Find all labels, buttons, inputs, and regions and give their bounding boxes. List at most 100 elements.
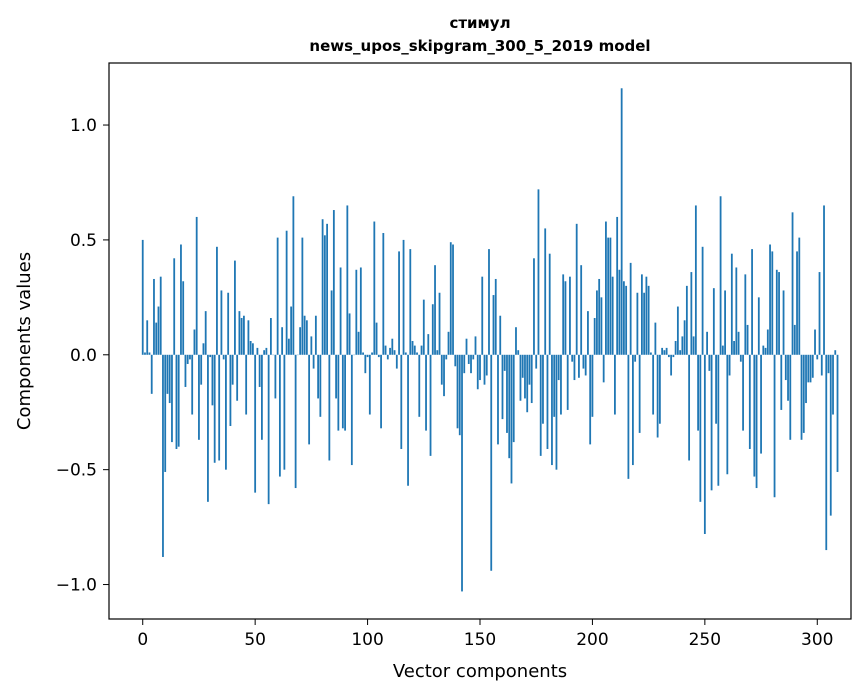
x-tick-label: 150 [464, 630, 496, 650]
bar [447, 331, 450, 355]
bar [328, 354, 331, 461]
bar [721, 345, 724, 355]
x-tick-label: 200 [576, 630, 608, 650]
y-tick-label: 1.0 [70, 116, 97, 136]
bar [589, 354, 592, 445]
bar [438, 292, 441, 355]
bar [427, 334, 430, 355]
y-axis-ticks: −1.0 −0.5 0.0 0.5 1.0 [56, 116, 109, 596]
bar [254, 354, 257, 493]
bar [708, 354, 711, 371]
bar [530, 354, 533, 404]
bar [717, 354, 720, 486]
bar [690, 272, 693, 355]
bar [384, 345, 387, 355]
bar [184, 354, 187, 387]
bar [814, 329, 816, 355]
bar [634, 354, 637, 362]
bar [600, 297, 603, 355]
bar [578, 354, 580, 378]
bar [341, 354, 344, 429]
bar [791, 212, 794, 355]
bar [337, 354, 340, 431]
bar [582, 354, 585, 369]
bar [654, 322, 657, 355]
bar [434, 265, 436, 355]
chart-subtitle: news_upos_skipgram_300_5_2019 model [309, 37, 650, 55]
bar [294, 354, 297, 489]
bar [681, 336, 684, 355]
bar [789, 354, 792, 440]
bar [391, 338, 394, 355]
bar [733, 341, 735, 355]
bar [420, 345, 423, 355]
bar [467, 354, 470, 364]
bar [735, 267, 738, 355]
bar [191, 354, 194, 415]
bar [728, 354, 731, 376]
x-tick-label: 50 [244, 630, 266, 650]
bar [305, 320, 308, 355]
bar [198, 354, 200, 440]
bar [380, 354, 382, 429]
bar [155, 322, 158, 355]
bar [679, 350, 682, 355]
y-tick-label: 0.0 [70, 346, 97, 366]
bar [512, 354, 515, 443]
bar [258, 354, 261, 387]
bar [802, 354, 805, 433]
bar [287, 338, 290, 355]
bar [605, 221, 607, 355]
bar [663, 350, 666, 355]
plot-frame [108, 62, 852, 620]
bar [382, 233, 385, 355]
bar [753, 354, 756, 477]
bar [375, 322, 378, 355]
bar [748, 354, 751, 449]
bar [348, 313, 351, 355]
y-tick-label: −0.5 [56, 461, 97, 481]
bar [247, 320, 250, 355]
bar [616, 216, 619, 355]
bar [490, 354, 493, 571]
bar [227, 292, 230, 355]
bar [548, 253, 551, 355]
bar [386, 354, 389, 360]
bar [173, 258, 176, 355]
bar [409, 249, 412, 355]
bar [656, 354, 659, 438]
bar [492, 295, 495, 355]
bar [422, 299, 425, 355]
bar [807, 354, 810, 383]
bar [775, 269, 778, 355]
bar [429, 354, 432, 456]
bar [573, 354, 576, 381]
bar [670, 354, 673, 376]
bar [825, 354, 828, 551]
bar [584, 354, 587, 376]
bar [773, 354, 776, 498]
bar [335, 354, 337, 399]
x-tick-label: 250 [689, 630, 721, 650]
bar [764, 347, 767, 355]
bar [175, 354, 178, 449]
bar [609, 237, 612, 355]
bar [479, 354, 481, 381]
bar [236, 354, 239, 401]
bar [362, 352, 364, 355]
bar [225, 354, 227, 470]
bar [146, 320, 149, 355]
bar [332, 210, 335, 355]
bar [377, 354, 380, 358]
bar [699, 354, 702, 502]
bar [357, 331, 360, 355]
bar [425, 354, 427, 431]
bar [737, 331, 740, 355]
bar [719, 196, 722, 355]
bar [404, 352, 407, 355]
bar [676, 306, 679, 355]
bar [701, 246, 704, 355]
bar [299, 327, 302, 355]
bar [524, 354, 526, 399]
bar [290, 306, 293, 355]
